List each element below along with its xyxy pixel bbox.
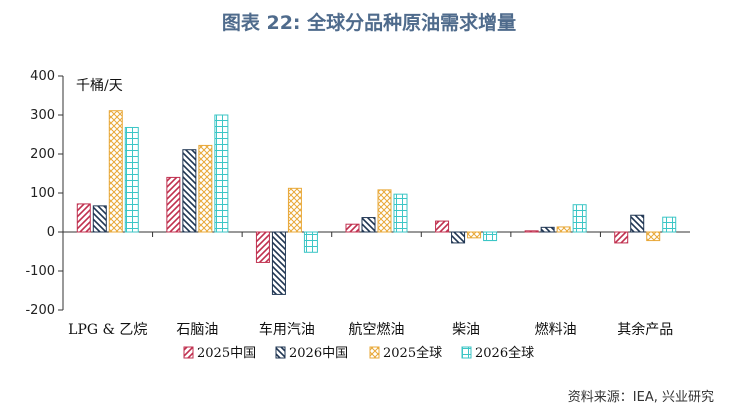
y-unit-label: 千桶/天: [76, 78, 123, 94]
bar: [182, 149, 197, 233]
x-category-label: 柴油: [452, 322, 480, 338]
chart-title: 图表 22: 全球分品种原油需求增量: [221, 12, 517, 34]
axes: [58, 75, 690, 311]
y-tick-label: -200: [25, 303, 55, 318]
legend-swatch: [461, 346, 472, 359]
bar: [287, 187, 302, 233]
legend-item: 2025中国: [183, 346, 256, 361]
legend-swatch: [183, 346, 194, 359]
bar: [361, 217, 376, 233]
bar: [92, 205, 107, 233]
x-category-label: 石脑油: [176, 322, 218, 338]
x-category-label: 航空燃油: [349, 321, 405, 338]
bar: [524, 230, 539, 233]
legend-label: 2026全球: [475, 345, 534, 361]
bar: [214, 114, 229, 233]
x-category-label: LPG & 乙烷: [68, 322, 147, 338]
bar: [662, 216, 677, 233]
y-tick-label: 400: [30, 69, 55, 84]
legend: 2025中国 2026中国 2025全球 2026全球: [183, 345, 534, 361]
bar: [198, 144, 213, 233]
bar: [483, 231, 498, 242]
bar: [393, 193, 408, 233]
legend-item: 2026中国: [275, 346, 348, 361]
bar: [451, 231, 466, 244]
bar: [166, 176, 181, 233]
bar: [646, 231, 661, 242]
bar: [345, 223, 360, 233]
bar: [377, 189, 392, 233]
x-category-label: 其余产品: [617, 321, 673, 338]
legend-label: 2025中国: [197, 346, 256, 361]
source-note: 资料来源：IEA, 兴业研究: [567, 390, 714, 405]
bar: [303, 231, 318, 253]
axis-labels: -200 -100 0 100 200 300 400 LPG & 乙烷 石脑油 车用汽油 航空燃油…: [25, 69, 673, 338]
bar: [255, 231, 270, 263]
bar: [467, 231, 482, 239]
bar: [108, 110, 123, 233]
y-tick-label: 100: [30, 186, 55, 201]
legend-label: 2025全球: [383, 345, 442, 361]
bar: [124, 126, 139, 233]
legend-swatch: [369, 346, 380, 359]
bar: [76, 203, 91, 233]
y-tick-label: 200: [30, 147, 55, 162]
bars: [76, 110, 677, 295]
legend-item: 2025全球: [369, 345, 442, 361]
bar: [556, 226, 571, 233]
bar: [572, 204, 587, 233]
x-category-label: 车用汽油: [259, 321, 315, 338]
legend-label: 2026中国: [289, 346, 348, 361]
bar: [630, 214, 645, 233]
y-tick-label: 300: [30, 108, 55, 123]
legend-swatch: [275, 346, 286, 359]
x-category-label: 燃料油: [535, 321, 577, 338]
bar: [435, 220, 450, 233]
y-tick-label: -100: [25, 264, 55, 279]
y-tick-label: 0: [47, 225, 55, 240]
bar: [271, 231, 286, 295]
legend-item: 2026全球: [461, 345, 534, 361]
bar: [540, 226, 555, 233]
bar: [614, 231, 629, 244]
